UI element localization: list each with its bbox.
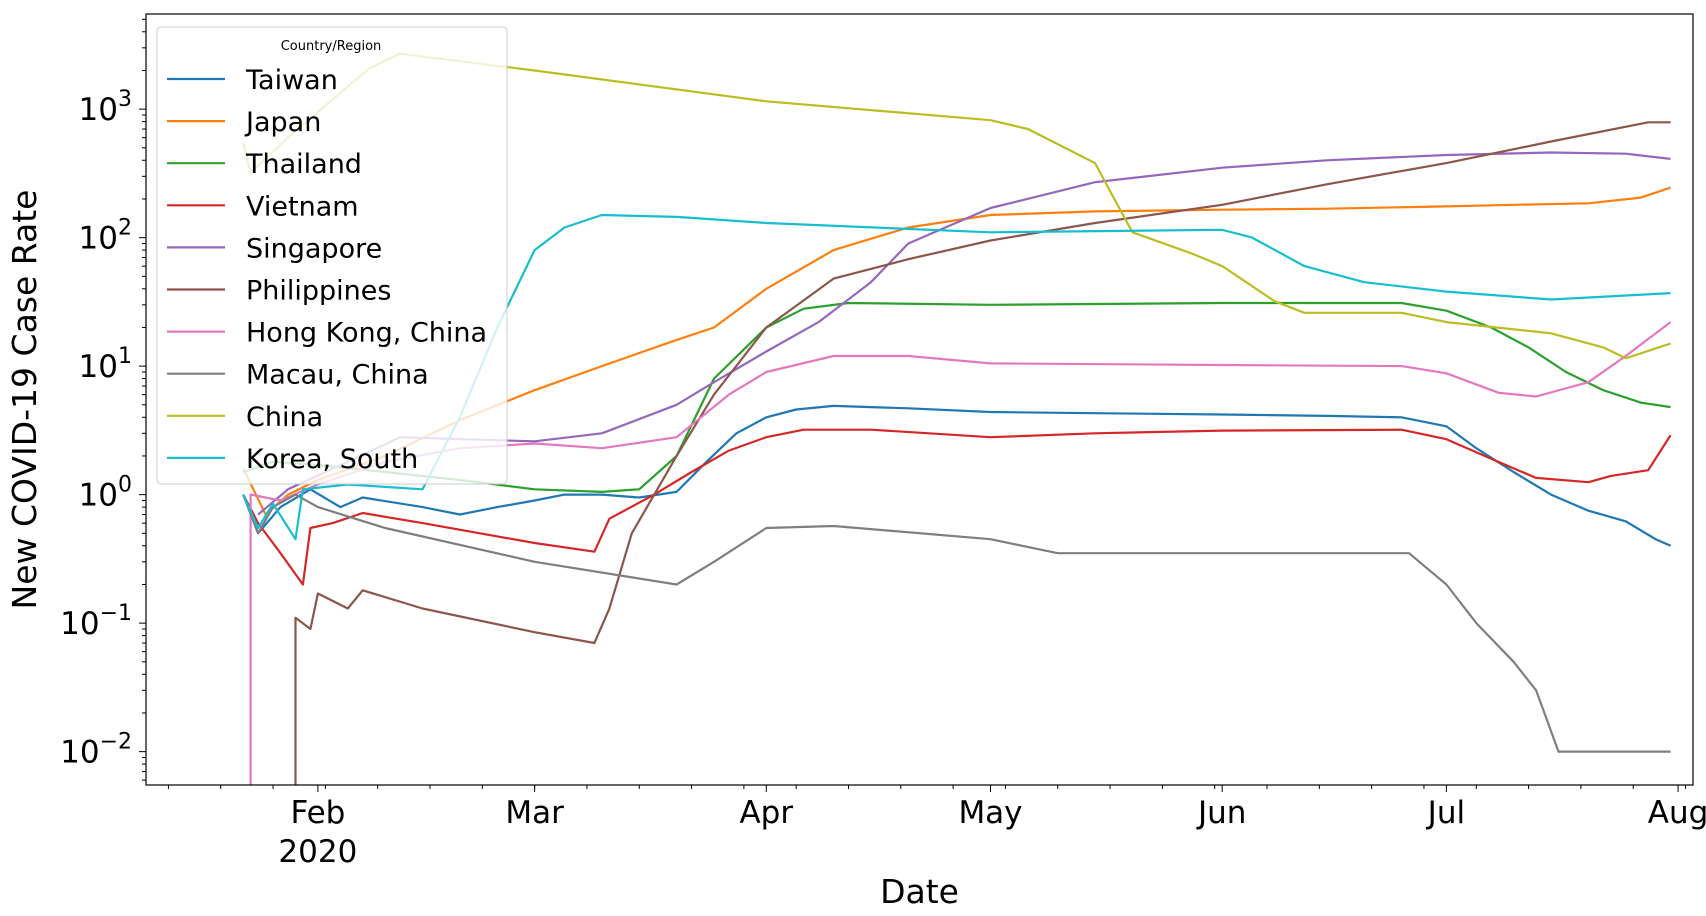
legend-title: Country/Region (281, 39, 382, 54)
x-tick-label: Apr (739, 795, 793, 831)
x-axis-label: Date (880, 872, 959, 911)
legend-entry-label: Korea, South (246, 444, 418, 475)
legend-entry-label: Singapore (246, 233, 382, 264)
legend-entry-label: Thailand (245, 149, 362, 180)
y-axis: 10−2 10−1 100 101 102 103 (60, 18, 146, 781)
series-line-macau-china (242, 493, 1671, 753)
x-tick-label: Feb (290, 795, 345, 831)
legend-entry-label: Hong Kong, China (246, 318, 487, 349)
series-line-philippines (294, 121, 1671, 785)
series-line-korea-south (242, 213, 1671, 541)
legend-box (156, 26, 508, 485)
y-tick-label: 10−1 (60, 601, 132, 642)
legend-entry-label: Japan (244, 107, 321, 138)
legend-entry-label: Philippines (246, 276, 391, 307)
series-line-vietnam (242, 428, 1672, 586)
legend-entry-label: Taiwan (245, 65, 338, 96)
x-tick-label: May (958, 795, 1022, 831)
y-axis-label: New COVID-19 Case Rate (5, 190, 44, 610)
y-tick-label: 100 (79, 473, 132, 514)
x-tick-label: Aug (1648, 795, 1706, 831)
legend: Country/Region Taiwan Japan Thailand Vietna… (156, 26, 508, 485)
y-tick-label: 102 (79, 216, 132, 257)
x-tick-sublabel: 2020 (278, 834, 357, 870)
legend-entry-label: Macau, China (246, 360, 429, 391)
legend-entry-label: China (246, 402, 323, 433)
x-tick-label: Mar (505, 795, 564, 831)
x-tick-label: Jul (1426, 795, 1465, 831)
y-tick-label: 10−2 (60, 730, 132, 771)
x-tick-label: Jun (1196, 795, 1246, 831)
y-tick-label: 101 (79, 344, 132, 385)
legend-entry-label: Vietnam (246, 191, 359, 222)
plot-area-frame (145, 13, 1694, 786)
y-tick-label: 103 (79, 87, 132, 128)
